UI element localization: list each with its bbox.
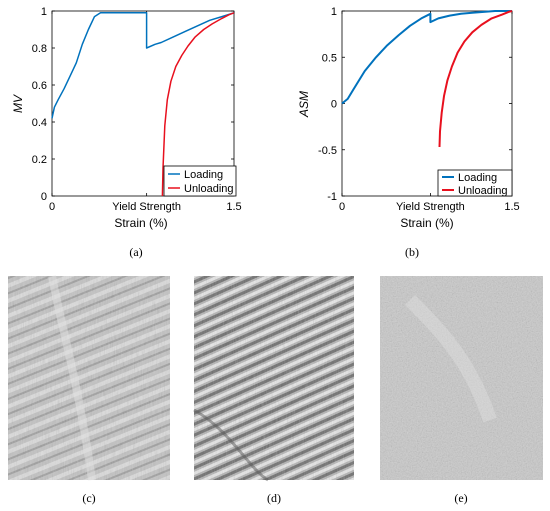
y-tick-label: -0.5 bbox=[318, 145, 337, 157]
chart-mv-ticks: 0 0.2 0.4 0.6 0.8 1 0 Yield Strength 1.5 bbox=[32, 6, 242, 213]
chart-mv-axes bbox=[51, 10, 235, 197]
caption-c: (c) bbox=[82, 491, 95, 505]
caption-b: (b) bbox=[405, 245, 419, 259]
series-line-loading bbox=[51, 12, 235, 119]
caption-a: (a) bbox=[129, 245, 142, 259]
chart-mv-series bbox=[51, 12, 235, 197]
y-tick-label: 0.2 bbox=[32, 154, 47, 166]
chart-asm-series bbox=[341, 10, 513, 148]
micrograph-d bbox=[193, 276, 354, 482]
legend-label-loading: Loading bbox=[184, 169, 223, 181]
y-tick-label: 0 bbox=[41, 191, 47, 203]
y-tick-label: -1 bbox=[327, 191, 337, 203]
chart-asm-ticks: -1 -0.5 0 0.5 1 0 Yield Strength 1.5 bbox=[318, 6, 520, 213]
series-line-unloading bbox=[161, 12, 235, 197]
x-tick-label: 0 bbox=[49, 201, 55, 213]
caption-e: (e) bbox=[454, 491, 467, 505]
x-tick-label: 1.5 bbox=[504, 201, 519, 213]
micrograph-e bbox=[380, 276, 543, 480]
series-line-loading bbox=[341, 10, 512, 105]
series-line-unloading bbox=[438, 10, 513, 148]
chart-asm: -1 -0.5 0 0.5 1 0 Yield Strength 1.5 Loading Un… bbox=[297, 6, 520, 259]
legend-box bbox=[163, 165, 237, 197]
legend-box bbox=[437, 169, 513, 197]
x-tick-label: Yield Strength bbox=[112, 201, 181, 213]
x-tick-label: 0 bbox=[339, 201, 345, 213]
chart-mv-legend: Loading Unloading bbox=[163, 165, 237, 197]
y-axis-label: MV bbox=[11, 94, 25, 113]
caption-d: (d) bbox=[267, 491, 281, 505]
y-tick-label: 1 bbox=[331, 6, 337, 18]
y-tick-label: 1 bbox=[41, 6, 47, 18]
legend-label-unloading: Unloading bbox=[458, 185, 508, 197]
y-tick-label: 0.6 bbox=[32, 80, 47, 92]
x-tick-label: 1.5 bbox=[226, 201, 241, 213]
y-tick-label: 0 bbox=[331, 99, 337, 111]
plot-frame bbox=[51, 10, 235, 197]
x-axis-label: Strain (%) bbox=[114, 216, 167, 230]
micrograph-c bbox=[8, 275, 170, 481]
y-tick-label: 0.5 bbox=[322, 52, 337, 64]
y-tick-label: 0.8 bbox=[32, 43, 47, 55]
plot-frame bbox=[341, 10, 513, 197]
chart-asm-axes bbox=[341, 10, 513, 197]
legend-label-loading: Loading bbox=[458, 172, 497, 184]
chart-asm-legend: Loading Unloading bbox=[437, 169, 513, 197]
legend-label-unloading: Unloading bbox=[184, 183, 234, 195]
x-tick-label: Yield Strength bbox=[396, 201, 465, 213]
y-tick-label: 0.4 bbox=[32, 117, 47, 129]
x-axis-label: Strain (%) bbox=[400, 216, 453, 230]
chart-mv: 0 0.2 0.4 0.6 0.8 1 0 Yield Strength 1.5 Loading… bbox=[11, 6, 242, 259]
y-axis-label: ASM bbox=[297, 91, 311, 118]
